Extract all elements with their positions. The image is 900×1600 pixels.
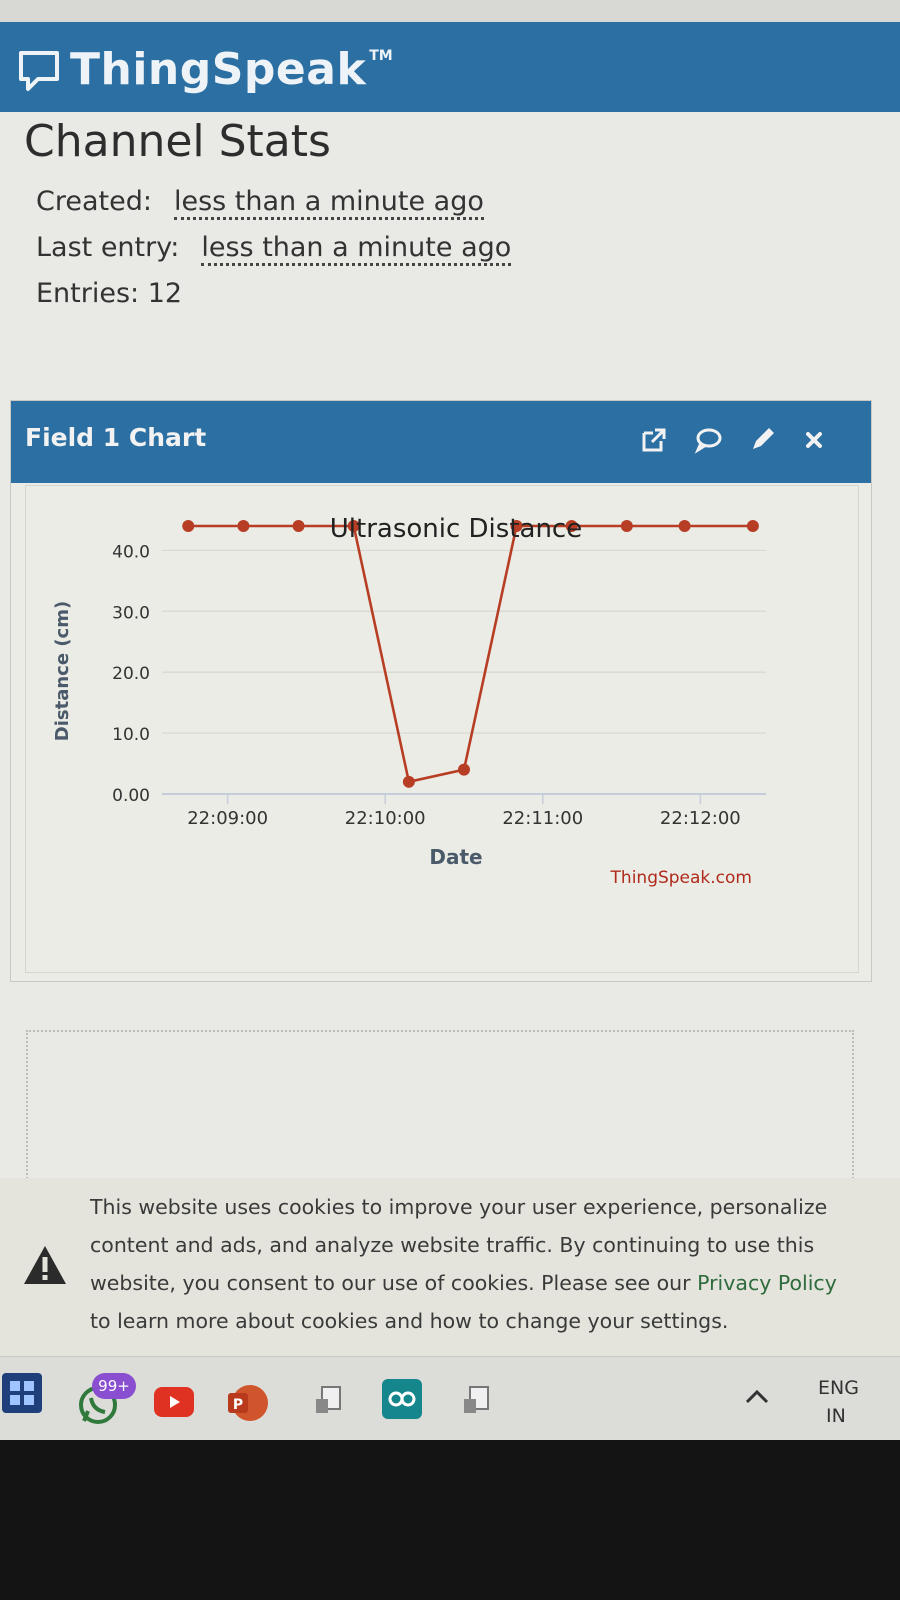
- cookie-banner: This website uses cookies to improve you…: [0, 1178, 900, 1356]
- data-point[interactable]: [402, 775, 415, 788]
- y-tick-label: 40.0: [112, 542, 150, 562]
- app-icon[interactable]: [458, 1381, 498, 1421]
- data-point[interactable]: [292, 520, 305, 532]
- windows-taskbar: 99+ P ENG IN: [0, 1356, 900, 1440]
- brand-name: ThingSpeak: [70, 44, 367, 95]
- data-point[interactable]: [620, 520, 633, 532]
- language-indicator[interactable]: ENG: [818, 1377, 859, 1399]
- pencil-icon[interactable]: [745, 423, 779, 457]
- y-tick-label: 30.0: [112, 603, 150, 623]
- data-point[interactable]: [237, 520, 250, 532]
- page-title: Channel Stats: [24, 116, 331, 167]
- thingspeak-logo[interactable]: ThingSpeak TM: [18, 44, 393, 95]
- start-icon[interactable]: [2, 1373, 42, 1413]
- data-point[interactable]: [182, 520, 195, 532]
- cookie-text-part2: to learn more about cookies and how to c…: [90, 1309, 729, 1333]
- data-point[interactable]: [458, 763, 470, 776]
- privacy-policy-link[interactable]: Privacy Policy: [697, 1271, 837, 1295]
- x-tick-label: 22:10:00: [345, 808, 426, 829]
- last-entry-row: Last entry: less than a minute ago: [36, 232, 512, 266]
- chart-body: 0.00 10.0 20.0 30.0 40.0 22:09:00 22:10:00 22:1…: [25, 485, 859, 973]
- warning-icon: [24, 1246, 66, 1284]
- cookie-message: This website uses cookies to improve you…: [90, 1188, 860, 1340]
- line-chart: 0.00 10.0 20.0 30.0 40.0 22:09:00 22:10:00 22:1…: [52, 514, 766, 888]
- chart-panel-header: Field 1 Chart: [11, 401, 871, 483]
- y-tick-label: 20.0: [112, 664, 150, 684]
- created-row: Created: less than a minute ago: [36, 186, 484, 220]
- x-tick-label: 22:12:00: [660, 808, 741, 829]
- data-point[interactable]: [565, 520, 578, 532]
- site-header: ThingSpeak TM: [0, 22, 900, 112]
- y-tick-label: 10.0: [112, 725, 150, 745]
- x-axis-title: Date: [429, 845, 482, 869]
- y-axis-title: Distance (cm): [52, 601, 73, 741]
- chart-panel-title: Field 1 Chart: [25, 423, 207, 452]
- browser-top-strip: [0, 0, 900, 22]
- data-point[interactable]: [510, 520, 523, 532]
- y-tick-label: 0.00: [112, 786, 150, 806]
- external-link-icon[interactable]: [637, 423, 671, 457]
- speech-bubble-logo-icon: [19, 50, 59, 91]
- data-point[interactable]: [746, 520, 759, 532]
- entries-count: Entries: 12: [36, 278, 183, 309]
- x-tick-label: 22:11:00: [502, 808, 583, 829]
- app-icon[interactable]: [310, 1381, 350, 1421]
- last-entry-label: Last entry:: [36, 232, 180, 263]
- notification-badge: 99+: [92, 1373, 136, 1399]
- youtube-icon[interactable]: [154, 1387, 194, 1417]
- data-point[interactable]: [347, 520, 360, 532]
- svg-text:P: P: [233, 1397, 243, 1413]
- created-value: less than a minute ago: [173, 186, 484, 220]
- powerpoint-icon[interactable]: P: [224, 1381, 270, 1425]
- cookie-text-part1: This website uses cookies to improve you…: [90, 1195, 828, 1295]
- created-label: Created:: [36, 186, 152, 217]
- x-tick-label: 22:09:00: [187, 808, 268, 829]
- arduino-icon[interactable]: [382, 1379, 422, 1419]
- chevron-up-icon[interactable]: [742, 1387, 772, 1407]
- close-icon[interactable]: [797, 423, 831, 457]
- monitor-bezel: [0, 1440, 900, 1600]
- empty-widget-placeholder: [26, 1030, 854, 1194]
- data-point[interactable]: [678, 520, 691, 532]
- chart-credit-link[interactable]: ThingSpeak.com: [610, 868, 752, 888]
- chart-title: Ultrasonic Distance: [330, 514, 582, 544]
- trademark-mark: TM: [369, 47, 393, 64]
- series-line: [188, 524, 753, 784]
- comment-icon[interactable]: [691, 423, 725, 457]
- language-region[interactable]: IN: [826, 1405, 846, 1427]
- last-entry-value: less than a minute ago: [201, 232, 512, 266]
- field1-chart-panel: Field 1 Chart 0.00 10.0 20.0 30.0 40.0 22:09:…: [10, 400, 872, 982]
- screen: ThingSpeak TM Channel Stats Created: less…: [0, 0, 900, 1440]
